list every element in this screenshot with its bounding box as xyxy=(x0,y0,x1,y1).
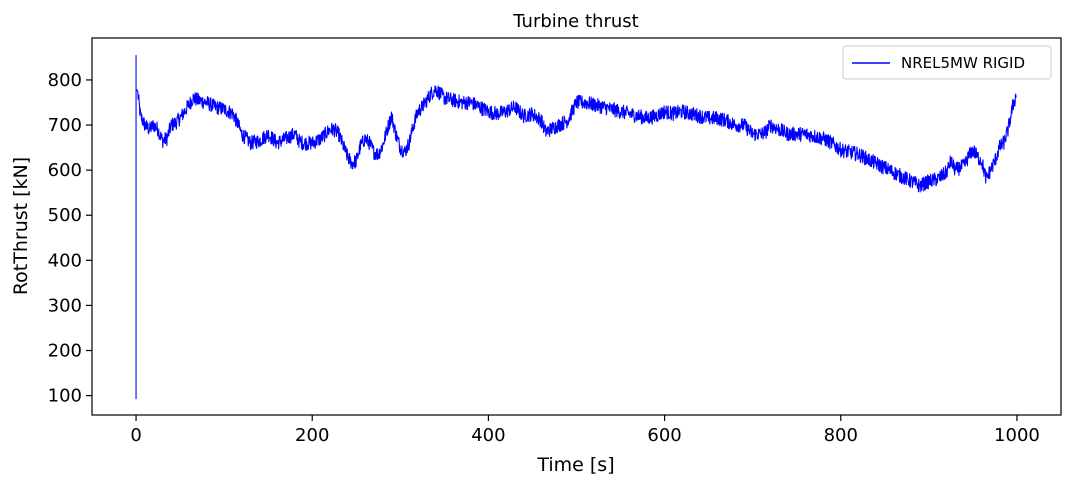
x-tick-label: 400 xyxy=(471,425,505,446)
legend-label: NREL5MW RIGID xyxy=(901,54,1025,72)
plot-frame xyxy=(91,37,1062,416)
x-tick-label: 0 xyxy=(130,425,141,446)
x-axis: 0 200 400 600 800 1000 xyxy=(130,415,1040,446)
y-tick-label: 200 xyxy=(48,341,82,362)
x-tick-label: 200 xyxy=(295,425,329,446)
y-tick-label: 700 xyxy=(48,115,82,136)
y-tick-label: 300 xyxy=(48,295,82,316)
series-layer xyxy=(135,55,1017,400)
legend: NREL5MW RIGID xyxy=(842,45,1052,80)
chart-title: Turbine thrust xyxy=(512,11,638,32)
y-tick-label: 600 xyxy=(48,160,82,181)
y-tick-label: 100 xyxy=(48,386,82,407)
y-tick-label: 800 xyxy=(48,70,82,91)
legend-box xyxy=(842,45,1052,80)
x-tick-label: 1000 xyxy=(994,425,1040,446)
series-line xyxy=(135,55,1017,400)
y-tick-label: 500 xyxy=(48,205,82,226)
x-tick-label: 600 xyxy=(647,425,681,446)
y-tick-label: 400 xyxy=(48,250,82,271)
y-axis-label: RotThrust [kN] xyxy=(10,157,32,295)
y-axis: 100 200 300 400 500 600 700 800 xyxy=(48,70,92,407)
x-tick-label: 800 xyxy=(824,425,858,446)
x-axis-label: Time [s] xyxy=(536,454,614,476)
